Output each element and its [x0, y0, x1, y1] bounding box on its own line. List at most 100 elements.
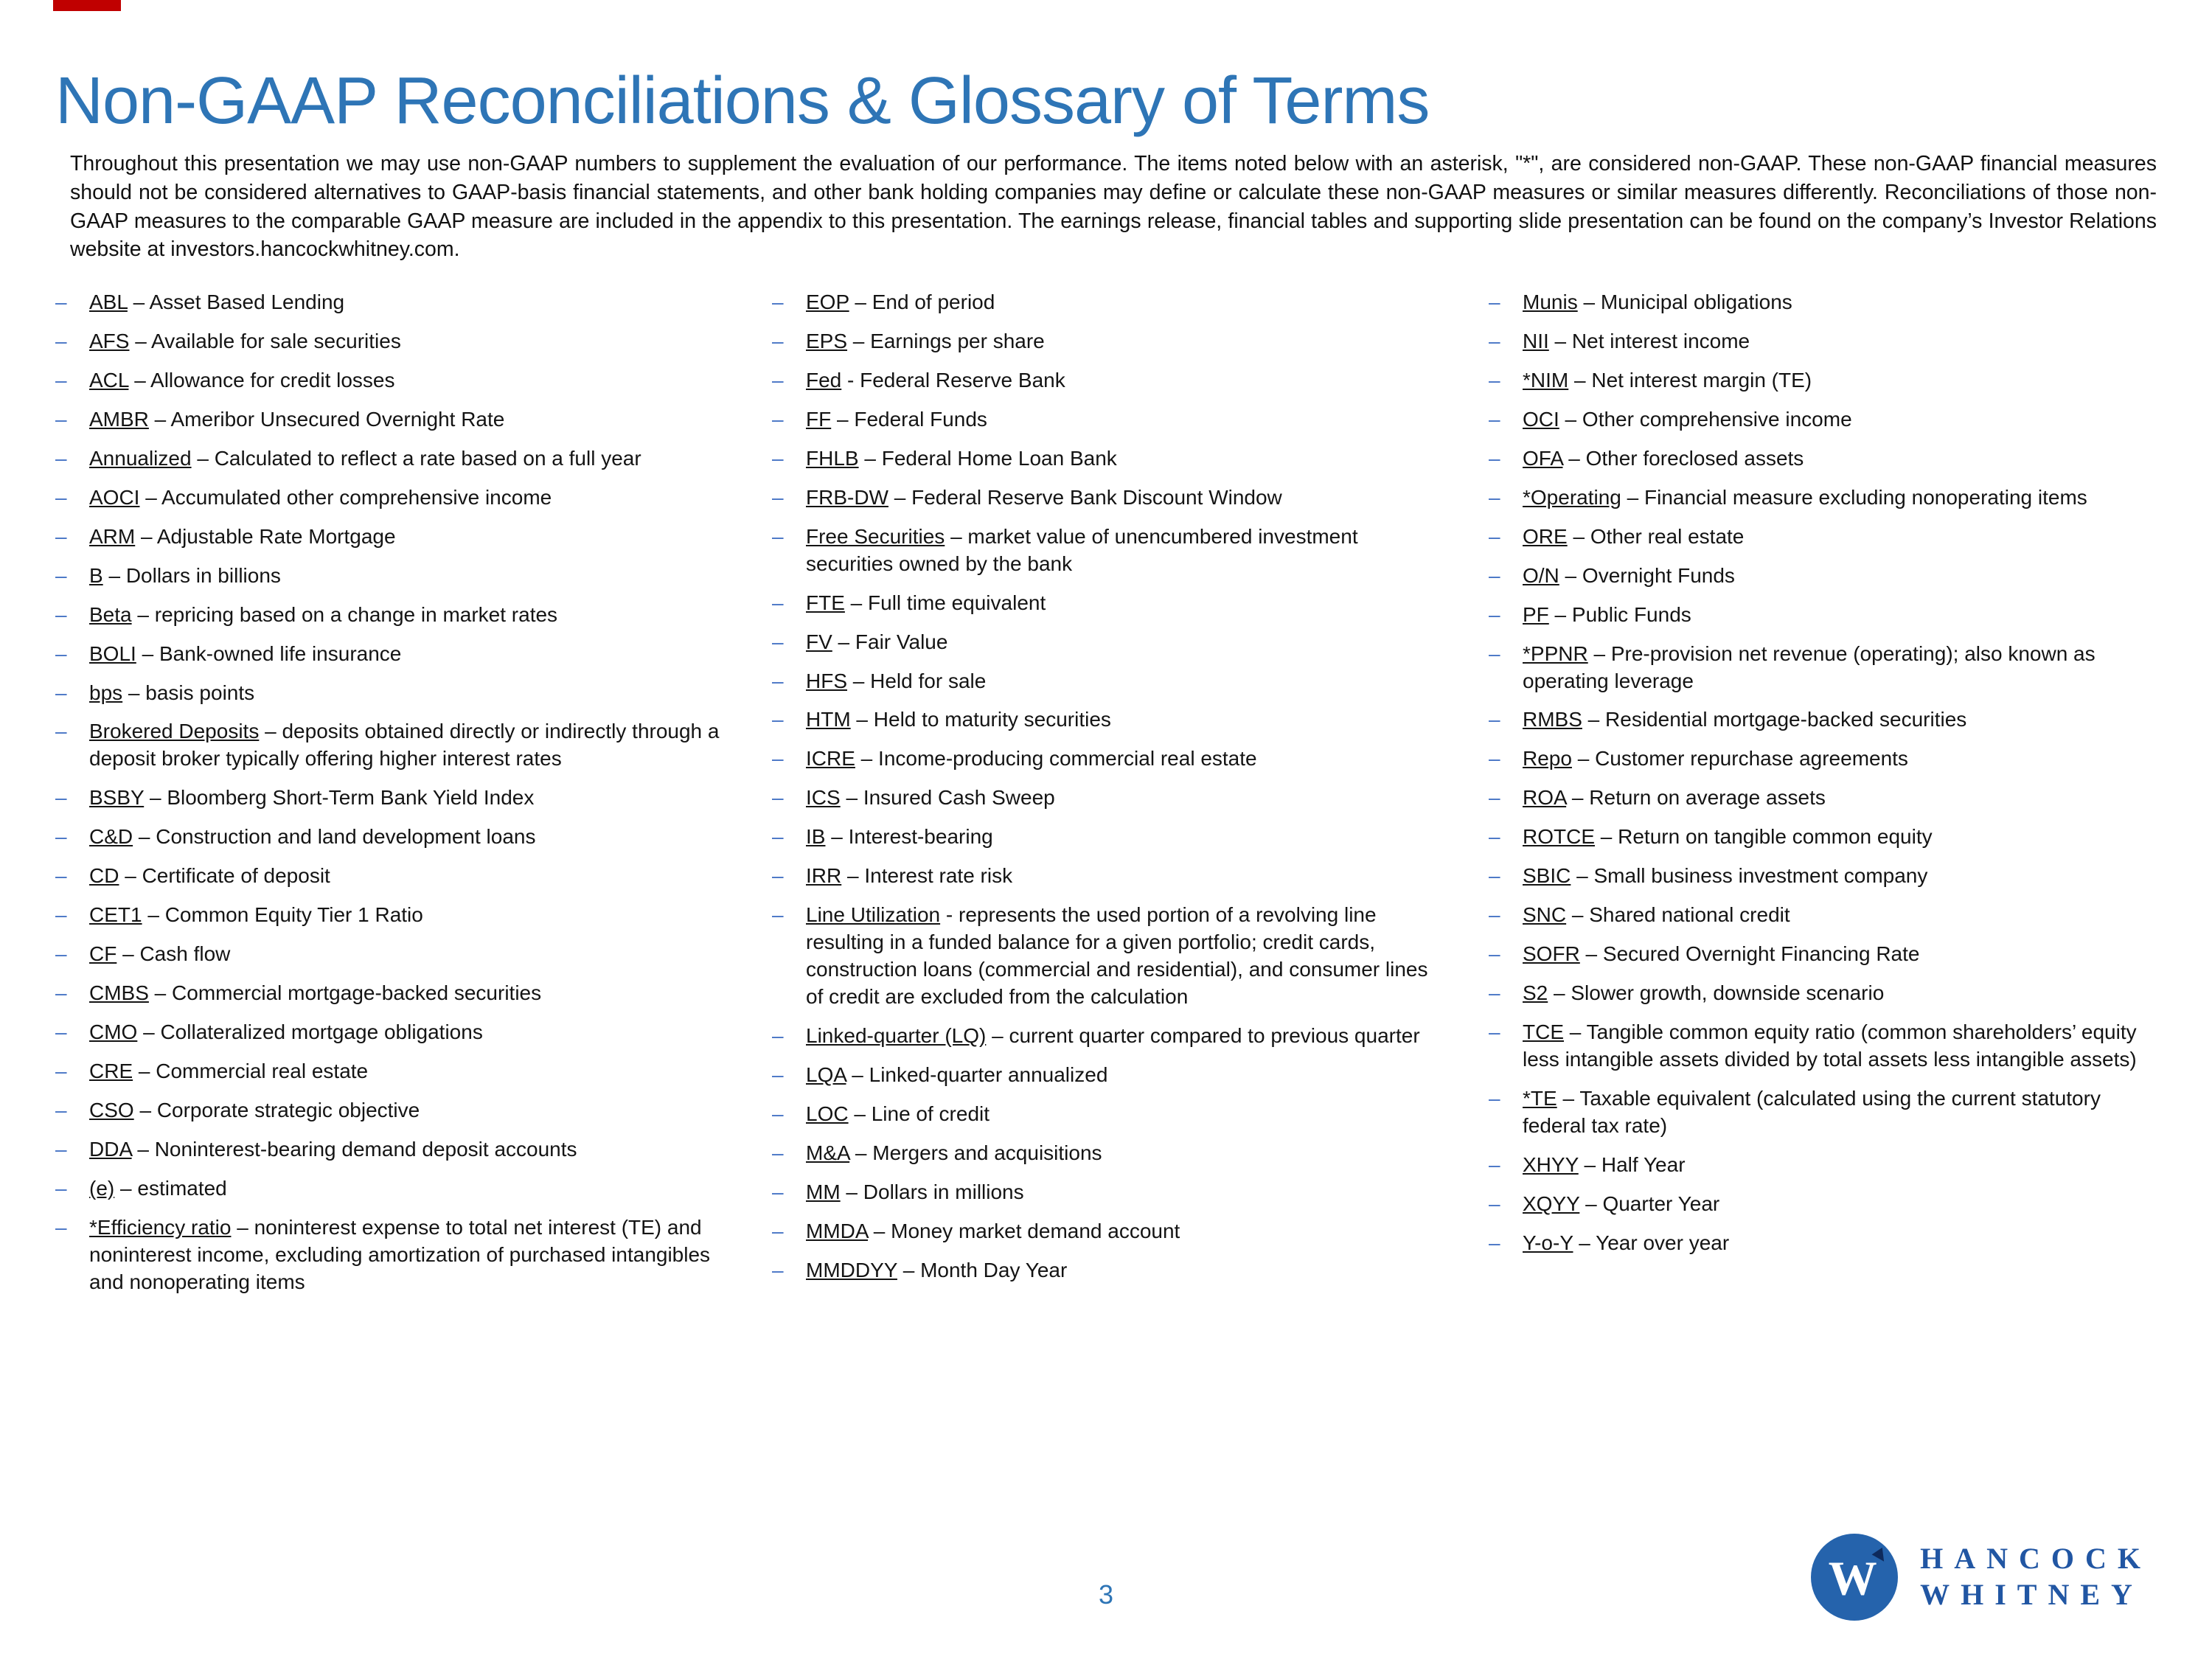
glossary-term: CF — [89, 942, 117, 966]
glossary-item-text: SNC – Shared national credit — [1523, 902, 2157, 929]
glossary-item-text: ICS – Insured Cash Sweep — [806, 785, 1440, 812]
glossary-definition: – Slower growth, downside scenario — [1548, 981, 1885, 1005]
glossary-term: IRR — [806, 864, 842, 888]
glossary-term: ROTCE — [1523, 825, 1595, 849]
glossary-item: – ROA – Return on average assets — [1489, 785, 2157, 812]
glossary-item-text: Munis – Municipal obligations — [1523, 289, 2157, 316]
glossary-item-text: ABL – Asset Based Lending — [89, 289, 723, 316]
glossary-definition: - Federal Reserve Bank — [841, 368, 1065, 392]
glossary-definition: – End of period — [849, 291, 995, 313]
glossary-item-text: HTM – Held to maturity securities — [806, 706, 1440, 734]
logo-line-2: WHITNEY — [1920, 1578, 2143, 1611]
glossary-definition: – basis points — [122, 681, 255, 704]
glossary-term: FV — [806, 630, 832, 653]
glossary-item-text: MMDDYY – Month Day Year — [806, 1257, 1440, 1284]
dash-bullet: – — [55, 681, 67, 704]
glossary-item-text: *TE – Taxable equivalent (calculated usi… — [1523, 1085, 2157, 1140]
dash-bullet: – — [772, 591, 784, 614]
glossary-item: – AMBR – Ameribor Unsecured Overnight Rat… — [55, 406, 723, 434]
glossary-term: CSO — [89, 1099, 134, 1122]
dash-bullet: – — [772, 1219, 784, 1242]
dash-bullet: – — [55, 291, 67, 313]
glossary-item-text: IB – Interest-bearing — [806, 824, 1440, 851]
page-number: 3 — [1098, 1579, 1114, 1610]
glossary-definition: – Held to maturity securities — [850, 708, 1111, 731]
glossary-item: – FV – Fair Value — [772, 629, 1440, 656]
glossary-term: *PPNR — [1523, 641, 1588, 665]
glossary-definition: – Corporate strategic objective — [133, 1099, 420, 1122]
dash-bullet: – — [1489, 786, 1500, 810]
glossary-item-text: Fed - Federal Reserve Bank — [806, 367, 1440, 394]
glossary-item-text: M&A – Mergers and acquisitions — [806, 1140, 1440, 1167]
glossary-item-text: CMO – Collateralized mortgage obligation… — [89, 1019, 723, 1046]
dash-bullet: – — [772, 1063, 784, 1087]
glossary-item: – CF – Cash flow — [55, 941, 723, 968]
glossary-definition: – Month Day Year — [897, 1258, 1068, 1281]
glossary-definition: – Line of credit — [848, 1102, 990, 1125]
glossary-definition: – Federal Funds — [831, 407, 987, 431]
glossary-item-text: *Efficiency ratio – noninterest expense … — [89, 1214, 723, 1296]
glossary-item-text: FHLB – Federal Home Loan Bank — [806, 445, 1440, 473]
glossary-item: – TCE – Tangible common equity ratio (com… — [1489, 1019, 2157, 1074]
dash-bullet: – — [1489, 1020, 1500, 1044]
dash-bullet: – — [1489, 1152, 1500, 1176]
glossary-item: – Line Utilization - represents the used … — [772, 902, 1440, 1011]
dash-bullet: – — [1489, 708, 1500, 731]
dash-bullet: – — [1489, 329, 1500, 352]
glossary-item: – SBIC – Small business investment compan… — [1489, 863, 2157, 890]
dash-bullet: – — [772, 407, 784, 431]
glossary-term: ABL — [89, 291, 128, 313]
slide-corner-accent — [53, 0, 121, 11]
glossary-definition: – Federal Home Loan Bank — [858, 446, 1117, 470]
glossary-definition: – Net interest margin (TE) — [1568, 368, 1812, 392]
dash-bullet: – — [55, 446, 67, 470]
glossary-item: – ACL – Allowance for credit losses — [55, 367, 723, 394]
glossary-definition: – Shared national credit — [1566, 903, 1790, 927]
dash-bullet: – — [772, 825, 784, 849]
glossary-item-text: LQA – Linked-quarter annualized — [806, 1062, 1440, 1089]
glossary-definition: – Customer repurchase agreements — [1571, 747, 1908, 771]
dash-bullet: – — [55, 981, 67, 1005]
glossary-item-text: ICRE – Income-producing commercial real … — [806, 745, 1440, 773]
glossary-definition: – Earnings per share — [847, 329, 1045, 352]
glossary-term: Munis — [1523, 291, 1578, 313]
dash-bullet: – — [1489, 291, 1500, 313]
glossary-item: – C&D – Construction and land development… — [55, 824, 723, 851]
glossary-term: ACL — [89, 368, 129, 392]
dash-bullet: – — [1489, 1192, 1500, 1215]
glossary-item-text: Free Securities – market value of unencu… — [806, 524, 1440, 578]
glossary-term: ICS — [806, 786, 841, 810]
dash-bullet: – — [55, 1020, 67, 1044]
page-title: Non-GAAP Reconciliations & Glossary of T… — [55, 64, 1430, 138]
glossary-term: HTM — [806, 708, 851, 731]
glossary-item: – RMBS – Residential mortgage-backed secu… — [1489, 706, 2157, 734]
glossary-item: – ICRE – Income-producing commercial real… — [772, 745, 1440, 773]
glossary-item: – Y-o-Y – Year over year — [1489, 1230, 2157, 1257]
glossary-definition: – estimated — [114, 1176, 227, 1200]
glossary-item-text: EPS – Earnings per share — [806, 328, 1440, 355]
dash-bullet: – — [55, 1215, 67, 1239]
glossary-term: RMBS — [1523, 708, 1582, 731]
glossary-term: Brokered Deposits — [89, 720, 260, 743]
glossary-item-text: Repo – Customer repurchase agreements — [1523, 745, 2157, 773]
glossary-definition: – Accumulated other comprehensive income — [139, 485, 552, 509]
glossary-term: MMDDYY — [806, 1258, 897, 1281]
glossary-item-text: FTE – Full time equivalent — [806, 590, 1440, 617]
dash-bullet: – — [55, 407, 67, 431]
dash-bullet: – — [1489, 446, 1500, 470]
glossary-definition: - represents the used portion of a revol… — [806, 903, 1428, 1009]
glossary-item-text: Beta – repricing based on a change in ma… — [89, 602, 723, 629]
glossary-definition: – Asset Based Lending — [127, 291, 345, 313]
glossary-term: AMBR — [89, 407, 149, 431]
glossary-definition: – Interest rate risk — [841, 864, 1013, 888]
glossary-definition: – Other foreclosed assets — [1562, 446, 1804, 470]
glossary-item: – EOP – End of period — [772, 289, 1440, 316]
glossary-item: – OCI – Other comprehensive income — [1489, 406, 2157, 434]
glossary-definition: – Quarter Year — [1579, 1192, 1720, 1215]
glossary-item: – Linked-quarter (LQ) – current quarter c… — [772, 1023, 1440, 1050]
dash-bullet: – — [772, 291, 784, 313]
dash-bullet: – — [1489, 563, 1500, 587]
glossary-term: DDA — [89, 1137, 132, 1161]
glossary-term: SBIC — [1523, 864, 1571, 888]
dash-bullet: – — [1489, 825, 1500, 849]
